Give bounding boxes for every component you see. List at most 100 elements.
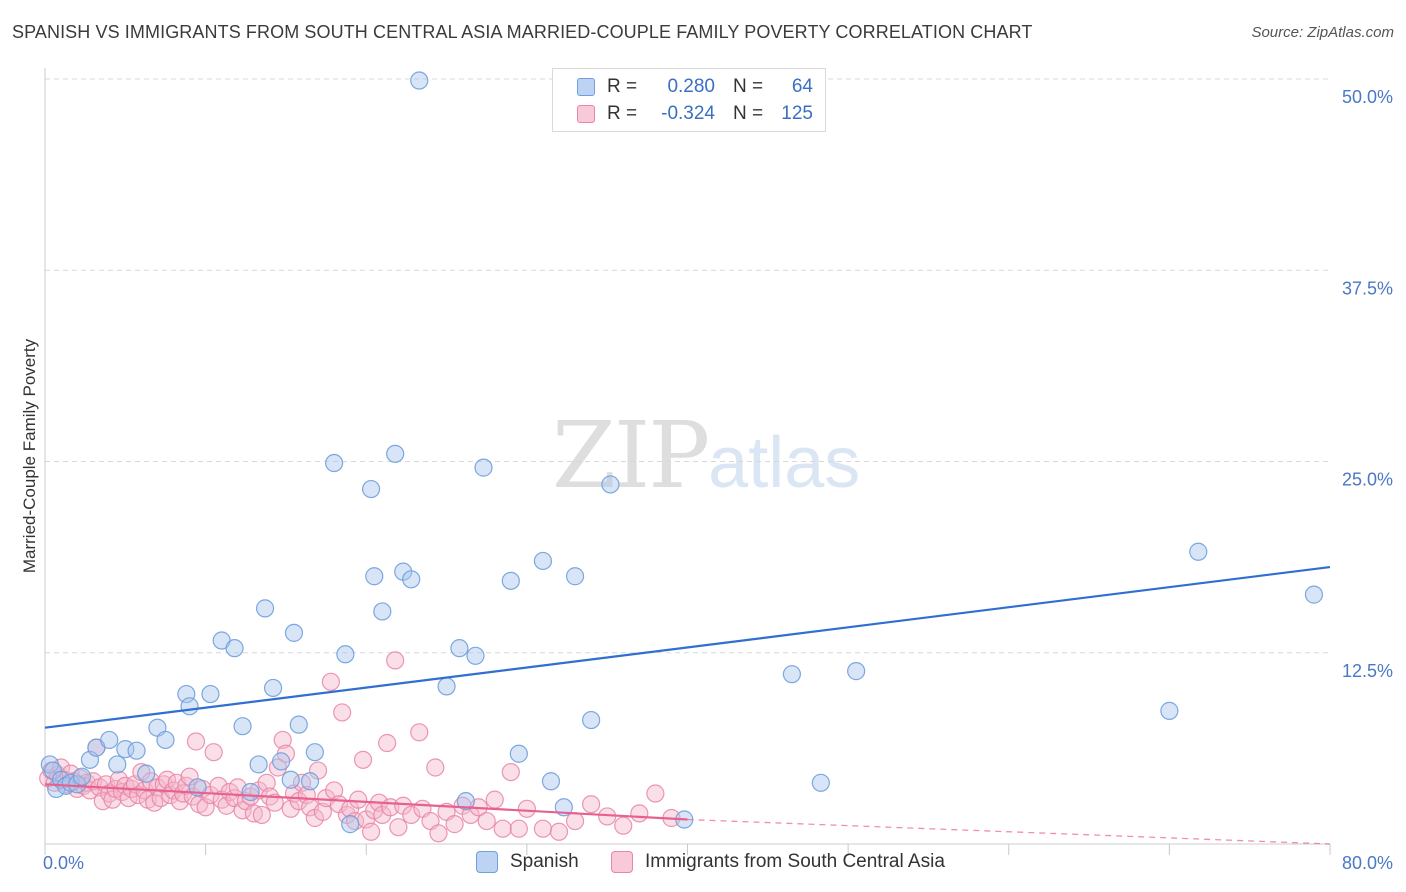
immigrants-point: [129, 785, 148, 805]
immigrants-point: [533, 819, 553, 838]
legend-r-value: 0.280: [667, 76, 715, 97]
immigrants-point: [386, 651, 405, 670]
legend-swatch-immigrants: [611, 851, 633, 873]
spanish-point: [373, 602, 392, 621]
immigrants-point: [646, 784, 665, 803]
immigrants-point: [333, 703, 352, 722]
spanish-point: [582, 710, 601, 730]
immigrants-point: [485, 790, 504, 809]
immigrants-point: [565, 811, 585, 831]
legend-row-spanish: R = 0.280 N = 64: [577, 75, 813, 99]
spanish-point: [601, 475, 620, 494]
spanish-point: [156, 730, 175, 750]
spanish-point: [100, 730, 119, 750]
immigrants-point: [582, 795, 601, 814]
spanish-point: [402, 570, 421, 589]
legend-n-value: 64: [791, 76, 813, 97]
spanish-point: [501, 571, 520, 590]
immigrants-point: [426, 758, 445, 777]
spanish-point: [410, 71, 429, 90]
legend-swatch-immigrants: [577, 105, 595, 123]
spanish-point: [108, 755, 127, 774]
immigrants-point: [549, 822, 569, 841]
immigrants-trend-line: [44, 783, 688, 821]
spanish-point: [281, 770, 300, 789]
legend-label-immigrants: Immigrants from South Central Asia: [645, 851, 945, 872]
gridlines: [45, 78, 1330, 654]
spanish-point: [325, 453, 344, 473]
spanish-point: [341, 815, 360, 834]
immigrants-point: [477, 811, 496, 831]
watermark: ZIPatlas: [552, 402, 860, 509]
spanish-point: [437, 677, 456, 696]
spanish-point: [509, 744, 528, 763]
spanish-point: [847, 662, 866, 681]
immigrants-point: [265, 793, 284, 812]
spanish-point: [466, 646, 485, 665]
immigrants-point: [517, 799, 536, 818]
legend-n-label: N =: [733, 76, 764, 97]
immigrants-point: [257, 773, 276, 792]
immigrants-point: [313, 802, 332, 821]
legend-swatch-spanish: [476, 851, 498, 873]
spanish-point: [565, 567, 585, 586]
y-tick-label: 12.5%: [1342, 661, 1393, 681]
spanish-point: [474, 458, 493, 477]
legend-item-spanish: Spanish: [476, 851, 579, 873]
spanish-point: [361, 479, 381, 499]
spanish-point: [180, 697, 199, 716]
watermark-zip: ZIP: [552, 402, 710, 509]
spanish-point: [456, 792, 475, 811]
series-spanish-points: [40, 71, 1324, 834]
immigrants-point: [252, 805, 271, 825]
immigrants-point: [349, 790, 368, 809]
spanish-point: [137, 764, 156, 783]
immigrants-point: [204, 743, 223, 762]
immigrants-trend-extension: [687, 818, 1331, 845]
legend-label-spanish: Spanish: [510, 851, 579, 872]
immigrants-point: [509, 819, 528, 838]
y-tick-label: 37.5%: [1342, 278, 1393, 298]
spanish-point: [255, 599, 275, 618]
y-tick-label: 50.0%: [1342, 87, 1393, 107]
spanish-point: [533, 551, 553, 571]
legend-r-label: R =: [607, 103, 638, 124]
watermark-atlas: atlas: [708, 423, 861, 503]
spanish-point: [241, 782, 260, 802]
immigrants-point: [630, 804, 649, 823]
x-tick-label: 0.0%: [43, 853, 84, 873]
legend-r-value: -0.324: [661, 103, 715, 124]
immigrants-point: [186, 732, 206, 751]
chart-source: Source: ZipAtlas.com: [1251, 24, 1394, 41]
immigrants-point: [614, 816, 633, 835]
spanish-point: [272, 752, 291, 771]
spanish-point: [127, 741, 146, 760]
trend-lines: [44, 565, 1331, 845]
legend-row-immigrants: R = -0.324 N = 125: [577, 102, 813, 126]
spanish-point: [249, 755, 268, 774]
immigrants-point: [321, 672, 341, 691]
immigrants-point: [493, 819, 512, 838]
spanish-point: [201, 684, 220, 704]
immigrants-point: [501, 762, 520, 782]
spanish-point: [72, 767, 92, 786]
immigrants-point: [361, 822, 381, 841]
tick-labels: 12.5% 25.0% 37.5% 50.0% 0.0% 80.0%: [43, 87, 1393, 873]
immigrants-point: [273, 730, 292, 750]
immigrants-point: [103, 790, 122, 809]
spanish-point: [1304, 585, 1324, 604]
spanish-point: [300, 772, 320, 791]
legend-item-immigrants: Immigrants from South Central Asia: [611, 851, 945, 873]
stats-legend: R = 0.280 N = 64 R = -0.324 N = 125: [552, 68, 826, 132]
spanish-point: [263, 678, 283, 698]
y-tick-label: 25.0%: [1342, 470, 1393, 490]
series-immigrants-points: [39, 651, 681, 843]
immigrants-point: [445, 815, 464, 834]
spanish-point: [336, 645, 355, 664]
spanish-point: [811, 773, 830, 792]
spanish-point: [289, 715, 308, 734]
spanish-point: [305, 743, 324, 762]
spanish-point: [284, 623, 304, 642]
spanish-point: [1160, 701, 1179, 720]
